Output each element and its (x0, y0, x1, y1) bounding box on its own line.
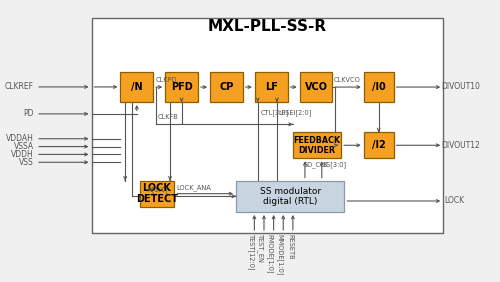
Text: PFD: PFD (170, 82, 192, 92)
Bar (364, 72, 394, 102)
Text: DIVOUT10: DIVOUT10 (441, 82, 480, 91)
Text: CLKPD: CLKPD (156, 77, 177, 83)
Text: VSSA: VSSA (14, 142, 34, 151)
Text: RESETB: RESETB (287, 234, 293, 260)
Text: VCO: VCO (304, 82, 328, 92)
Text: TEST_EN: TEST_EN (257, 234, 264, 263)
Text: VDDH: VDDH (11, 150, 34, 159)
Text: FEEDBACK
DIVIDER: FEEDBACK DIVIDER (294, 136, 341, 155)
Text: VDDAH: VDDAH (6, 134, 34, 143)
Text: MMODE[1:0]: MMODE[1:0] (276, 234, 283, 276)
Text: CLKVCO: CLKVCO (334, 77, 360, 83)
Bar (92, 18, 443, 233)
Text: N[1:0]: N[1:0] (147, 186, 168, 193)
Bar (293, 132, 341, 158)
Bar (364, 132, 394, 158)
Text: LOCK: LOCK (444, 197, 464, 206)
Bar (255, 72, 288, 102)
Text: TEST[12:0]: TEST[12:0] (248, 234, 254, 271)
Text: SS modulator
digital (RTL): SS modulator digital (RTL) (260, 187, 321, 206)
Bar (300, 72, 332, 102)
Text: LOCK_ANA: LOCK_ANA (177, 184, 212, 191)
Text: DIVOUT12: DIVOUT12 (441, 141, 480, 150)
Text: VSS: VSS (19, 158, 34, 167)
Bar (210, 72, 243, 102)
Text: CLKFB: CLKFB (158, 114, 178, 120)
Bar (140, 180, 174, 207)
Text: SS[3:0]: SS[3:0] (323, 162, 347, 168)
Bar (236, 180, 344, 212)
Text: CTL[3:0]: CTL[3:0] (260, 109, 288, 116)
Bar (165, 72, 198, 102)
Text: /N: /N (131, 82, 142, 92)
Text: FMODE[1:0]: FMODE[1:0] (267, 234, 274, 274)
Text: LF: LF (265, 82, 278, 92)
Text: /I0: /I0 (372, 82, 386, 92)
Bar (120, 72, 153, 102)
Text: CP: CP (219, 82, 234, 92)
Text: LOCK
DETECT: LOCK DETECT (136, 183, 178, 204)
Text: PD: PD (23, 109, 34, 118)
Text: SD_CLK: SD_CLK (304, 162, 329, 168)
Text: /I2: /I2 (372, 140, 386, 150)
Text: LFSEI[2:0]: LFSEI[2:0] (278, 109, 312, 116)
Text: MXL-PLL-SS-R: MXL-PLL-SS-R (208, 19, 327, 34)
Text: CLKREF: CLKREF (4, 82, 34, 91)
